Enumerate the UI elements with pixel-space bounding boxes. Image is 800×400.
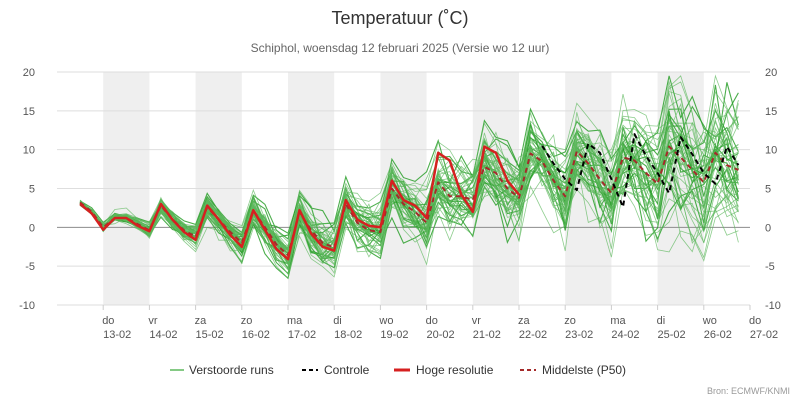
- x-tick-weekday: wo: [702, 315, 717, 327]
- y-tick-label: 10: [23, 145, 35, 157]
- x-tick-weekday: di: [333, 315, 342, 327]
- x-tick-weekday: zo: [241, 315, 253, 327]
- x-tick-date: 14-02: [149, 329, 177, 341]
- legend: Verstoorde runs Controle Hoge resolutie …: [170, 363, 626, 377]
- ensemble-run: [79, 74, 739, 268]
- y-tick-label: -5: [25, 261, 35, 273]
- x-tick-date: 16-02: [242, 329, 270, 341]
- x-tick-weekday: za: [195, 315, 208, 327]
- y-tick-label-right: 15: [765, 106, 777, 118]
- ensemble-run: [79, 142, 739, 260]
- y-tick-label: -10: [19, 300, 35, 312]
- ensemble-run: [79, 150, 739, 257]
- x-tick-weekday: di: [657, 315, 666, 327]
- y-tick-label-right: -10: [765, 300, 781, 312]
- x-tick-weekday: vr: [148, 315, 158, 327]
- x-tick-date: 25-02: [658, 329, 686, 341]
- y-tick-label-right: 20: [765, 67, 777, 79]
- x-tick-date: 22-02: [519, 329, 547, 341]
- y-tick-label: 0: [29, 222, 35, 234]
- ensemble-run: [79, 116, 739, 261]
- x-tick-date: 23-02: [565, 329, 593, 341]
- y-tick-label: 15: [23, 106, 35, 118]
- x-tick-weekday: do: [426, 315, 438, 327]
- x-tick-date: 20-02: [427, 329, 455, 341]
- x-tick-date: 13-02: [103, 329, 131, 341]
- legend-ensemble-label: Verstoorde runs: [189, 363, 274, 377]
- x-tick-weekday: za: [518, 315, 531, 327]
- x-tick-date: 27-02: [750, 329, 778, 341]
- y-tick-label-right: 10: [765, 145, 777, 157]
- chart-title: Temperatuur (˚C): [331, 8, 468, 28]
- x-tick-weekday: ma: [610, 315, 626, 327]
- x-tick-date: 26-02: [704, 329, 732, 341]
- y-axis-right: -10 -5 0 5 10 15 20: [765, 67, 781, 312]
- x-tick-date: 24-02: [611, 329, 639, 341]
- source-credit: Bron: ECMWF/KNMI: [707, 386, 790, 396]
- legend-item-ensemble[interactable]: Verstoorde runs: [170, 363, 274, 377]
- x-tick-weekday: do: [102, 315, 114, 327]
- series-line-controle: [541, 133, 740, 209]
- legend-control-label: Controle: [324, 363, 370, 377]
- x-tick-date: 15-02: [196, 329, 224, 341]
- x-tick-weekday: vr: [472, 315, 482, 327]
- y-tick-label-right: -5: [765, 261, 775, 273]
- legend-median-label: Middelste (P50): [542, 363, 626, 377]
- y-tick-label: 5: [29, 184, 35, 196]
- ensemble-run: [79, 150, 739, 260]
- ensemble-run: [79, 108, 739, 265]
- y-tick-label-right: 0: [765, 222, 771, 234]
- x-tick-weekday: do: [749, 315, 761, 327]
- x-tick-weekday: ma: [287, 315, 303, 327]
- x-tick-date: 19-02: [380, 329, 408, 341]
- series-line-hoge-resolutie: [79, 145, 520, 261]
- y-axis-left: -10 -5 0 5 10 15 20: [19, 67, 35, 312]
- x-tick-weekday: wo: [378, 315, 393, 327]
- x-tick-date: 17-02: [288, 329, 316, 341]
- y-tick-label: 20: [23, 67, 35, 79]
- legend-hires-label: Hoge resolutie: [416, 363, 494, 377]
- legend-item-hires[interactable]: Hoge resolutie: [394, 363, 494, 377]
- x-tick-date: 18-02: [334, 329, 362, 341]
- x-tick-weekday: zo: [564, 315, 576, 327]
- x-axis: do 13-02 vr 14-02 za 15-02 zo 16-02 ma 17-02 di 18-…: [102, 305, 778, 341]
- legend-item-median[interactable]: Middelste (P50): [520, 363, 626, 377]
- y-tick-label-right: 5: [765, 184, 771, 196]
- main-series: [79, 133, 740, 261]
- legend-item-control[interactable]: Controle: [302, 363, 370, 377]
- series-line-middelste-p50: [79, 145, 739, 257]
- x-tick-date: 21-02: [473, 329, 501, 341]
- chart-subtitle: Schiphol, woensdag 12 februari 2025 (Ver…: [251, 41, 550, 55]
